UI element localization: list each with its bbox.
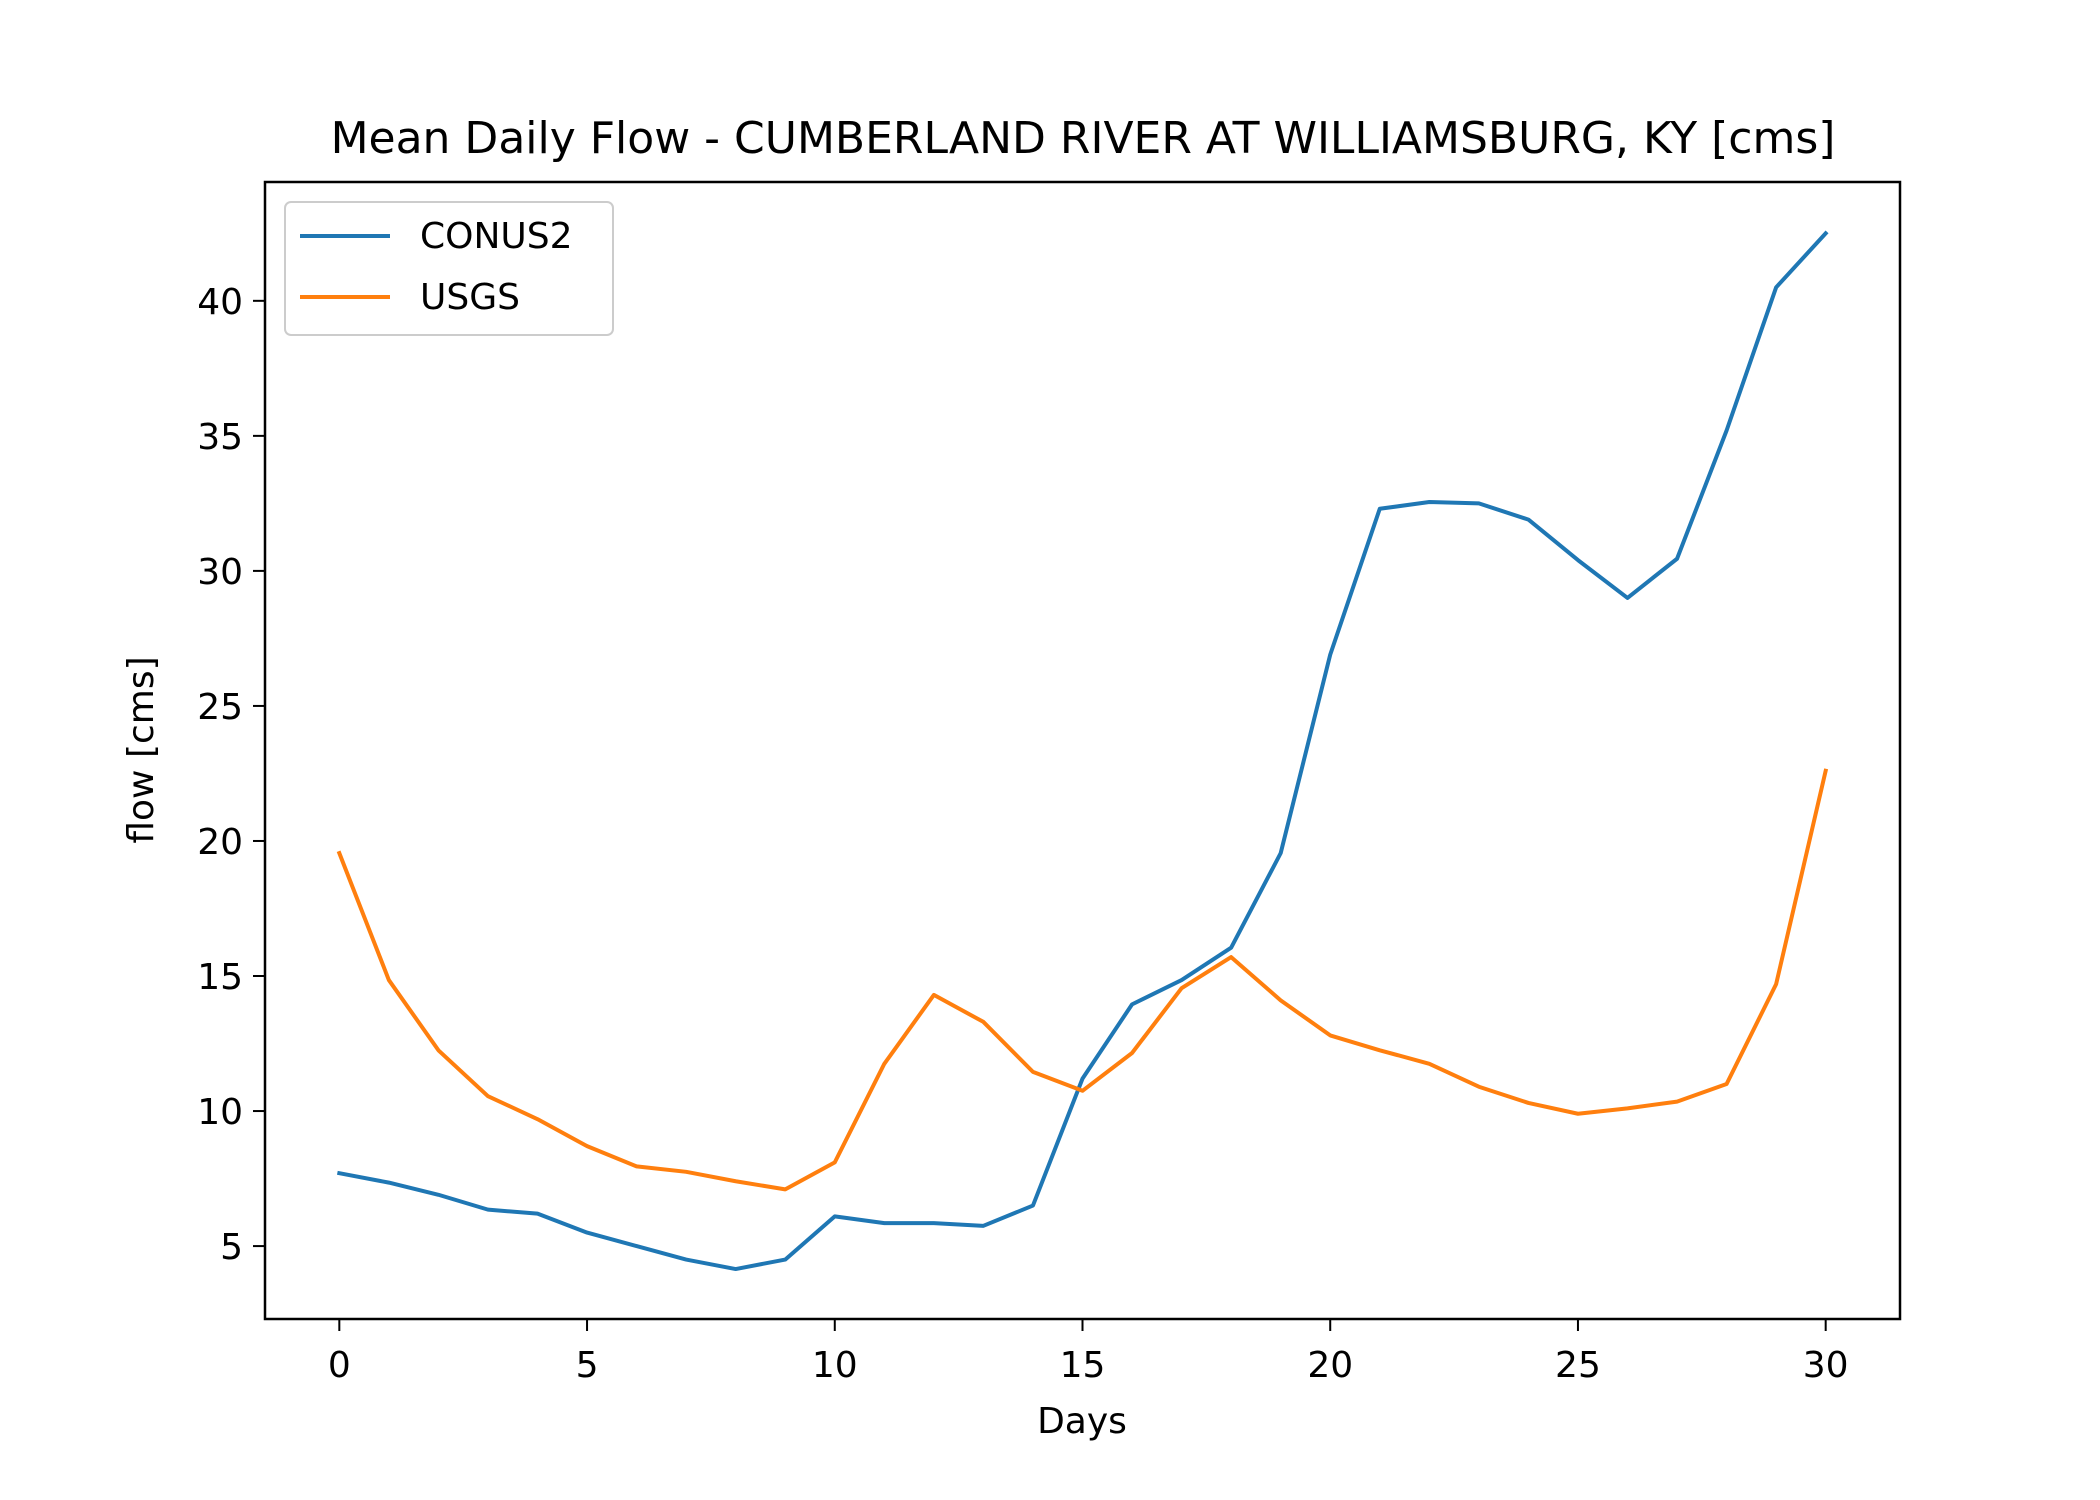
x-tick-label: 25 <box>1555 1345 1601 1386</box>
y-tick-label: 20 <box>197 822 243 863</box>
y-tick-label: 10 <box>197 1092 243 1133</box>
y-tick-label: 25 <box>197 687 243 728</box>
x-axis: 0 5 10 15 20 25 30 <box>328 1319 1849 1386</box>
y-tick-label: 40 <box>197 282 243 323</box>
y-tick-label: 30 <box>197 552 243 593</box>
chart-title: Mean Daily Flow - CUMBERLAND RIVER AT WI… <box>331 113 1836 164</box>
x-axis-label: Days <box>1037 1401 1127 1442</box>
series-layer <box>336 230 1829 1272</box>
y-tick-label: 5 <box>220 1227 243 1268</box>
y-tick-label: 35 <box>197 417 243 458</box>
x-tick-label: 0 <box>328 1345 351 1386</box>
x-tick-label: 10 <box>812 1345 858 1386</box>
series-line-conus2 <box>336 230 1829 1272</box>
series-line-usgs <box>336 768 1829 1192</box>
x-tick-label: 15 <box>1060 1345 1106 1386</box>
legend-label-conus2: CONUS2 <box>420 216 573 257</box>
legend-label-usgs: USGS <box>420 277 520 318</box>
y-axis: 5 10 15 20 25 30 35 40 <box>197 282 265 1268</box>
legend: CONUS2 USGS <box>284 201 614 336</box>
x-tick-label: 5 <box>576 1345 599 1386</box>
x-tick-label: 20 <box>1307 1345 1353 1386</box>
y-tick-label: 15 <box>197 957 243 998</box>
y-axis-label: flow [cms] <box>121 656 162 843</box>
x-tick-label: 30 <box>1803 1345 1849 1386</box>
